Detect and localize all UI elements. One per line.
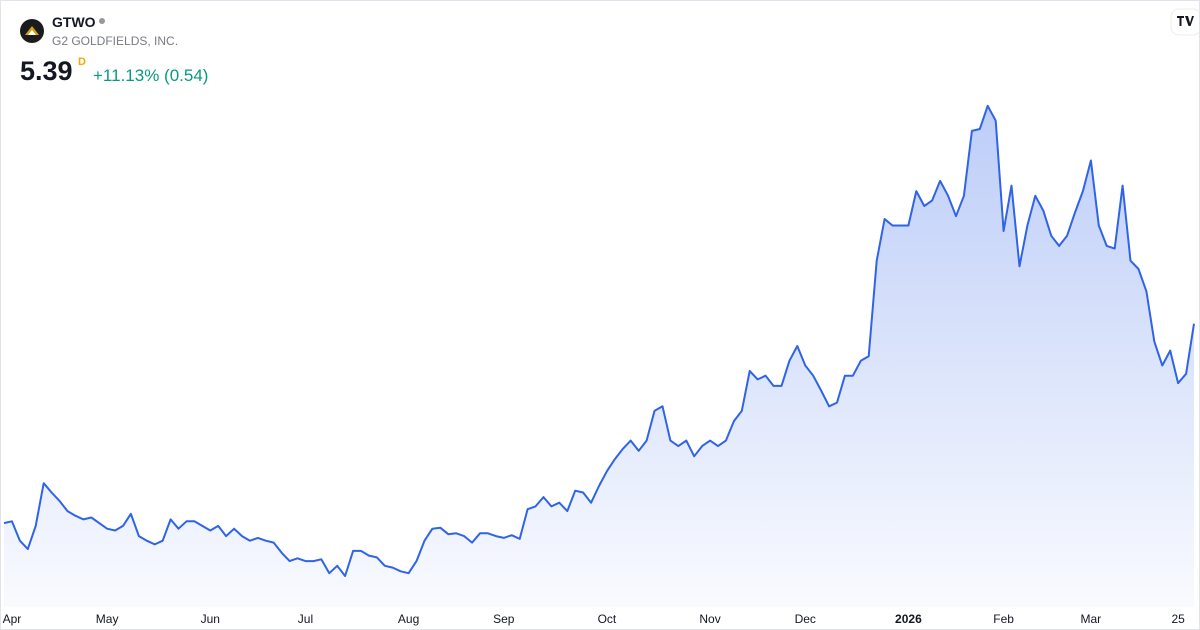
interval: D xyxy=(78,56,86,68)
x-tick-label: Nov xyxy=(699,612,720,626)
change: +11.13% (0.54) xyxy=(93,66,209,85)
tv-logo xyxy=(1170,8,1199,36)
status-dot xyxy=(99,18,105,24)
x-tick-label: Jun xyxy=(201,612,220,626)
x-tick-label: 25 xyxy=(1171,612,1185,626)
price: 5.39 xyxy=(20,56,73,86)
x-tick-label: Jul xyxy=(298,612,313,626)
x-tick-label: Apr xyxy=(3,612,22,626)
x-tick-label: Feb xyxy=(993,612,1014,626)
x-tick-label: Sep xyxy=(493,612,515,626)
x-tick-label: Aug xyxy=(398,612,419,626)
company-name: G2 GOLDFIELDS, INC. xyxy=(52,34,179,48)
price-line xyxy=(3,104,1195,577)
x-tick-label: Mar xyxy=(1081,612,1102,626)
logo xyxy=(20,19,44,43)
symbol: GTWO xyxy=(52,14,96,30)
area-fill xyxy=(4,105,1194,608)
x-tick-label: Oct xyxy=(598,612,617,626)
x-tick-label: May xyxy=(96,612,119,626)
x-tick-label: 2026 xyxy=(895,612,922,626)
x-tick-label: Dec xyxy=(795,612,816,626)
